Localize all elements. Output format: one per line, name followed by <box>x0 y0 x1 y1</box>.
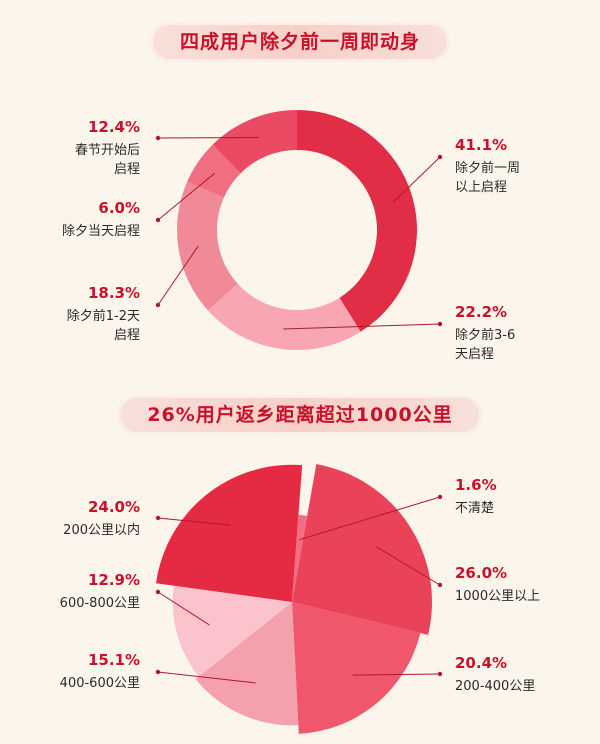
leader-dot <box>155 515 161 521</box>
leader-line <box>157 172 215 221</box>
leader-dot <box>155 669 161 675</box>
slice-value-label: 22.2% <box>455 303 507 321</box>
slice-category-label: 除夕前1-2天 <box>67 308 140 324</box>
slice-category-label: 启程 <box>114 162 140 177</box>
slice-category-label: 除夕当天启程 <box>62 224 140 239</box>
slice-value-label: 26.0% <box>455 564 507 582</box>
leader-dot <box>155 217 161 223</box>
slice-category-label: 除夕前一周 <box>455 160 520 176</box>
leader-line <box>376 546 441 586</box>
slice-category-label: 600-800公里 <box>60 596 140 611</box>
leader-dot <box>437 494 443 500</box>
slice-category-label: 启程 <box>114 328 140 343</box>
leader-line <box>352 673 441 676</box>
slice-value-label: 12.9% <box>88 571 140 589</box>
donut-slice <box>177 181 238 311</box>
slice-category-label: 天启程 <box>455 347 494 362</box>
slice-value-label: 24.0% <box>88 498 140 516</box>
slice-category-label: 以上启程 <box>455 180 507 195</box>
slice-category-label: 200公里以内 <box>63 522 140 538</box>
slice-value-label: 6.0% <box>98 199 140 217</box>
leader-line <box>157 591 210 626</box>
leader-dot <box>437 154 443 160</box>
donut-slice <box>297 110 418 332</box>
rose-slice <box>195 602 299 726</box>
leader-line <box>157 671 256 684</box>
donut-slice <box>212 110 297 174</box>
donut-slice <box>207 283 361 350</box>
leader-dot <box>437 671 443 677</box>
donut-panel: 四成用户除夕前一周即动身 41.1% 除夕前一周以上启程 22.2% 除夕前3-6 天启… <box>62 22 520 362</box>
leader-dot <box>155 302 161 308</box>
leader-line <box>299 496 441 541</box>
slice-category-label: 1000公里以上 <box>455 589 540 604</box>
chart-title-departure: 四成用户除夕前一周即动身 <box>149 22 451 62</box>
leader-line <box>283 323 441 330</box>
slice-category-label: 400-600公里 <box>60 676 140 691</box>
slice-category-label: 春节开始后 <box>75 143 140 158</box>
rose-slice <box>292 514 308 602</box>
slice-category-label: 不清楚 <box>455 501 494 516</box>
slice-value-label: 18.3% <box>88 284 140 302</box>
leader-dot <box>437 582 443 588</box>
slice-value-label: 20.4% <box>455 654 507 672</box>
slice-value-label: 1.6% <box>455 476 497 494</box>
slice-category-label: 除夕前3-6 <box>455 327 515 343</box>
slice-category-label: 200-400公里 <box>455 679 535 694</box>
leader-line <box>392 156 441 203</box>
rose-slice <box>292 602 421 734</box>
rose-chart: 26.0% 1000公里以上 20.4% 200-400公里 15.1% 400-600公… <box>60 464 540 734</box>
leader-dot <box>437 321 443 327</box>
slice-value-label: 41.1% <box>455 136 507 154</box>
leader-line <box>157 245 199 306</box>
leader-dot <box>155 135 161 141</box>
leader-dot <box>155 589 161 595</box>
leader-line <box>157 136 260 139</box>
slice-value-label: 12.4% <box>88 118 140 136</box>
chart-title-distance: 26%用户返乡距离超过1000公里 <box>117 395 483 435</box>
rose-slice <box>156 464 303 602</box>
rose-slice <box>172 585 292 677</box>
slice-value-label: 15.1% <box>88 651 140 669</box>
rose-panel: 26%用户返乡距离超过1000公里 26.0% 1000公里以上 20.4% 200-… <box>0 380 600 744</box>
rose-slice <box>292 464 432 635</box>
leader-line <box>157 517 230 526</box>
